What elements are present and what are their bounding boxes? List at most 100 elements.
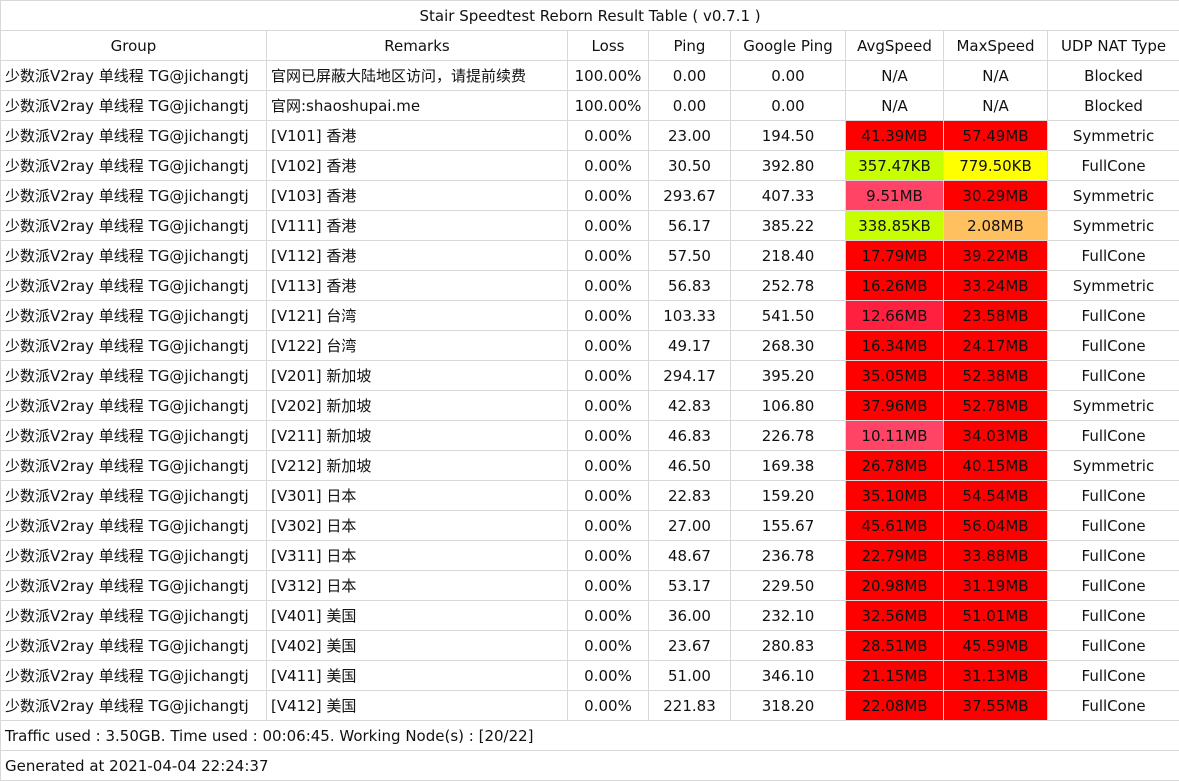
remarks-cell: [V412] 美国 bbox=[267, 691, 568, 721]
nat-type-cell: Symmetric bbox=[1048, 271, 1179, 301]
nat-type-cell: Symmetric bbox=[1048, 181, 1179, 211]
avg-speed-cell: 22.08MB bbox=[846, 691, 944, 721]
remarks-cell: 官网已屏蔽大陆地区访问，请提前续费 bbox=[267, 61, 568, 91]
avg-speed-cell: 22.79MB bbox=[846, 541, 944, 571]
remarks-cell: [V302] 日本 bbox=[267, 511, 568, 541]
remarks-cell: 官网:shaoshupai.me bbox=[267, 91, 568, 121]
group-cell: 少数派V2ray 单线程 TG@jichangtj bbox=[1, 331, 267, 361]
remarks-cell: [V301] 日本 bbox=[267, 481, 568, 511]
avg-speed-cell: 41.39MB bbox=[846, 121, 944, 151]
nat-type-cell: FullCone bbox=[1048, 541, 1179, 571]
ping-cell: 27.00 bbox=[649, 511, 731, 541]
avg-speed-cell: 37.96MB bbox=[846, 391, 944, 421]
nat-type-cell: FullCone bbox=[1048, 301, 1179, 331]
group-cell: 少数派V2ray 单线程 TG@jichangtj bbox=[1, 601, 267, 631]
nat-type-cell: Symmetric bbox=[1048, 451, 1179, 481]
loss-cell: 0.00% bbox=[568, 691, 649, 721]
remarks-cell: [V411] 美国 bbox=[267, 661, 568, 691]
ping-cell: 51.00 bbox=[649, 661, 731, 691]
loss-cell: 0.00% bbox=[568, 481, 649, 511]
group-cell: 少数派V2ray 单线程 TG@jichangtj bbox=[1, 361, 267, 391]
max-speed-cell: N/A bbox=[944, 61, 1048, 91]
avg-speed-cell: 45.61MB bbox=[846, 511, 944, 541]
loss-cell: 0.00% bbox=[568, 331, 649, 361]
max-speed-cell: 2.08MB bbox=[944, 211, 1048, 241]
loss-cell: 0.00% bbox=[568, 271, 649, 301]
google-ping-cell: 541.50 bbox=[731, 301, 846, 331]
ping-cell: 23.00 bbox=[649, 121, 731, 151]
nat-type-cell: FullCone bbox=[1048, 241, 1179, 271]
nat-type-cell: FullCone bbox=[1048, 511, 1179, 541]
avg-speed-cell: 21.15MB bbox=[846, 661, 944, 691]
group-cell: 少数派V2ray 单线程 TG@jichangtj bbox=[1, 271, 267, 301]
google-ping-cell: 407.33 bbox=[731, 181, 846, 211]
group-cell: 少数派V2ray 单线程 TG@jichangtj bbox=[1, 691, 267, 721]
column-header: AvgSpeed bbox=[846, 31, 944, 61]
loss-cell: 0.00% bbox=[568, 601, 649, 631]
avg-speed-cell: 20.98MB bbox=[846, 571, 944, 601]
group-cell: 少数派V2ray 单线程 TG@jichangtj bbox=[1, 121, 267, 151]
loss-cell: 0.00% bbox=[568, 241, 649, 271]
ping-cell: 42.83 bbox=[649, 391, 731, 421]
ping-cell: 23.67 bbox=[649, 631, 731, 661]
max-speed-cell: 31.13MB bbox=[944, 661, 1048, 691]
remarks-cell: [V212] 新加坡 bbox=[267, 451, 568, 481]
group-cell: 少数派V2ray 单线程 TG@jichangtj bbox=[1, 301, 267, 331]
ping-cell: 22.83 bbox=[649, 481, 731, 511]
max-speed-cell: 52.38MB bbox=[944, 361, 1048, 391]
generated-timestamp: Generated at 2021-04-04 22:24:37 bbox=[1, 751, 1179, 781]
ping-cell: 56.83 bbox=[649, 271, 731, 301]
ping-cell: 46.50 bbox=[649, 451, 731, 481]
ping-cell: 221.83 bbox=[649, 691, 731, 721]
nat-type-cell: Symmetric bbox=[1048, 211, 1179, 241]
remarks-cell: [V103] 香港 bbox=[267, 181, 568, 211]
google-ping-cell: 0.00 bbox=[731, 61, 846, 91]
max-speed-cell: 23.58MB bbox=[944, 301, 1048, 331]
ping-cell: 103.33 bbox=[649, 301, 731, 331]
ping-cell: 57.50 bbox=[649, 241, 731, 271]
column-header: MaxSpeed bbox=[944, 31, 1048, 61]
loss-cell: 100.00% bbox=[568, 61, 649, 91]
nat-type-cell: Blocked bbox=[1048, 91, 1179, 121]
remarks-cell: [V101] 香港 bbox=[267, 121, 568, 151]
avg-speed-cell: N/A bbox=[846, 61, 944, 91]
remarks-cell: [V201] 新加坡 bbox=[267, 361, 568, 391]
loss-cell: 0.00% bbox=[568, 451, 649, 481]
column-header: UDP NAT Type bbox=[1048, 31, 1179, 61]
avg-speed-cell: 16.26MB bbox=[846, 271, 944, 301]
group-cell: 少数派V2ray 单线程 TG@jichangtj bbox=[1, 571, 267, 601]
avg-speed-cell: 357.47KB bbox=[846, 151, 944, 181]
google-ping-cell: 392.80 bbox=[731, 151, 846, 181]
max-speed-cell: 54.54MB bbox=[944, 481, 1048, 511]
google-ping-cell: 218.40 bbox=[731, 241, 846, 271]
remarks-cell: [V402] 美国 bbox=[267, 631, 568, 661]
group-cell: 少数派V2ray 单线程 TG@jichangtj bbox=[1, 241, 267, 271]
loss-cell: 0.00% bbox=[568, 631, 649, 661]
avg-speed-cell: 9.51MB bbox=[846, 181, 944, 211]
loss-cell: 0.00% bbox=[568, 301, 649, 331]
avg-speed-cell: 26.78MB bbox=[846, 451, 944, 481]
nat-type-cell: FullCone bbox=[1048, 151, 1179, 181]
max-speed-cell: 37.55MB bbox=[944, 691, 1048, 721]
google-ping-cell: 226.78 bbox=[731, 421, 846, 451]
group-cell: 少数派V2ray 单线程 TG@jichangtj bbox=[1, 631, 267, 661]
max-speed-cell: 33.24MB bbox=[944, 271, 1048, 301]
max-speed-cell: 779.50KB bbox=[944, 151, 1048, 181]
avg-speed-cell: 12.66MB bbox=[846, 301, 944, 331]
remarks-cell: [V102] 香港 bbox=[267, 151, 568, 181]
remarks-cell: [V312] 日本 bbox=[267, 571, 568, 601]
loss-cell: 0.00% bbox=[568, 661, 649, 691]
nat-type-cell: FullCone bbox=[1048, 631, 1179, 661]
loss-cell: 0.00% bbox=[568, 361, 649, 391]
loss-cell: 0.00% bbox=[568, 511, 649, 541]
